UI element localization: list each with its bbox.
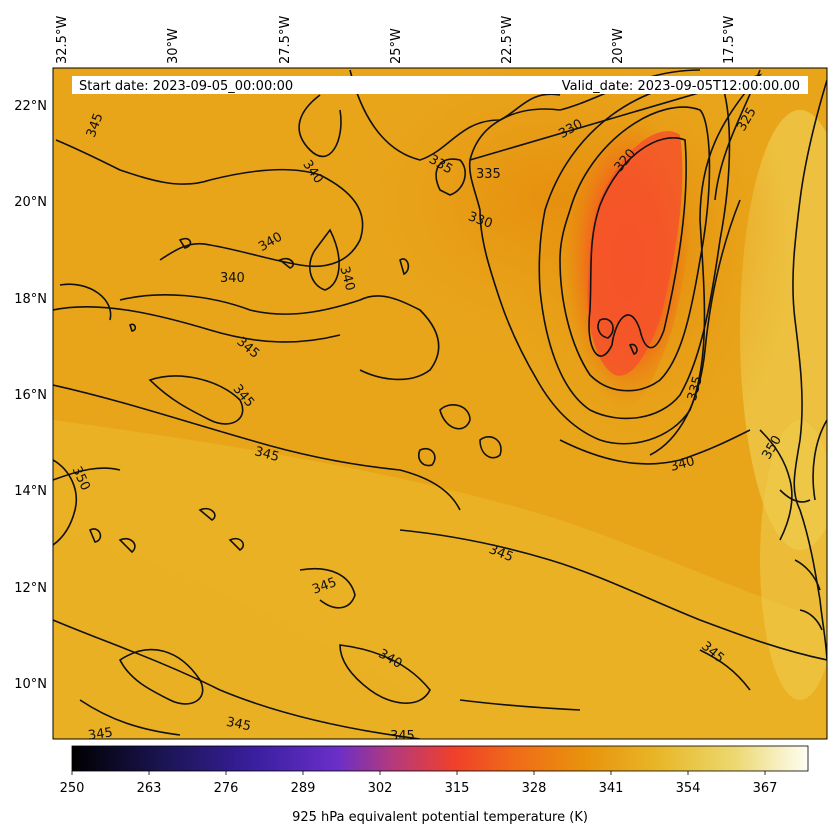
contour-label: 345 [87,725,114,743]
lon-label: 27.5°W [278,16,293,64]
contour-label: 345 [225,715,252,735]
lon-label: 20°W [611,28,626,64]
lon-label: 25°W [389,28,404,64]
contour-label: 335 [476,167,501,182]
contour-label: 340 [220,271,245,286]
map-frame [52,67,828,740]
contour-label: 335 [685,375,706,403]
colorbar-tick-label: 302 [368,781,393,796]
contour-label: 340 [336,265,357,293]
colorbar-gradient [71,745,809,772]
lon-label: 17.5°W [722,16,737,64]
contour-label: 340 [669,454,697,475]
valid-date-text: Valid_date: 2023-09-05T12:00:00.00 [562,79,800,94]
map-field: 345 340 335 335 330 330 325 320 340 340 … [53,68,827,744]
lat-label: 20°N [14,195,47,210]
contour-lines [53,69,827,739]
colorbar-tick-label: 263 [137,781,162,796]
lat-label: 16°N [14,388,47,403]
longitude-labels: 32.5°W 30°W 27.5°W 25°W 22.5°W 20°W 17.5… [55,16,737,64]
colorbar-ticks [71,771,766,775]
lat-label: 22°N [14,99,47,114]
start-date-text: Start date: 2023-09-05_00:00:00 [79,79,293,94]
colorbar-tick-label: 328 [522,781,547,796]
lon-label: 22.5°W [500,16,515,64]
lon-label: 30°W [166,28,181,64]
colorbar: 250 263 276 289 302 315 328 341 354 367 … [60,745,809,825]
colorbar-tick-label: 367 [753,781,778,796]
colorbar-tick-label: 354 [676,781,701,796]
latitude-labels: 22°N 20°N 18°N 16°N 14°N 12°N 10°N [14,99,47,692]
colorbar-tick-label: 315 [445,781,470,796]
colorbar-tick-label: 276 [214,781,239,796]
lat-label: 10°N [14,677,47,692]
colorbar-label: 925 hPa equivalent potential temperature… [292,810,588,825]
contour-label: 345 [253,444,281,465]
colorbar-tick-label: 250 [60,781,85,796]
lon-label: 32.5°W [55,16,70,64]
lat-label: 12°N [14,581,47,596]
colorbar-tick-label: 289 [291,781,316,796]
contour-label: 345 [390,729,415,744]
lat-label: 14°N [14,484,47,499]
lat-label: 18°N [14,292,47,307]
colorbar-tick-label: 341 [599,781,624,796]
header-box: Start date: 2023-09-05_00:00:00 Valid_da… [72,76,808,94]
